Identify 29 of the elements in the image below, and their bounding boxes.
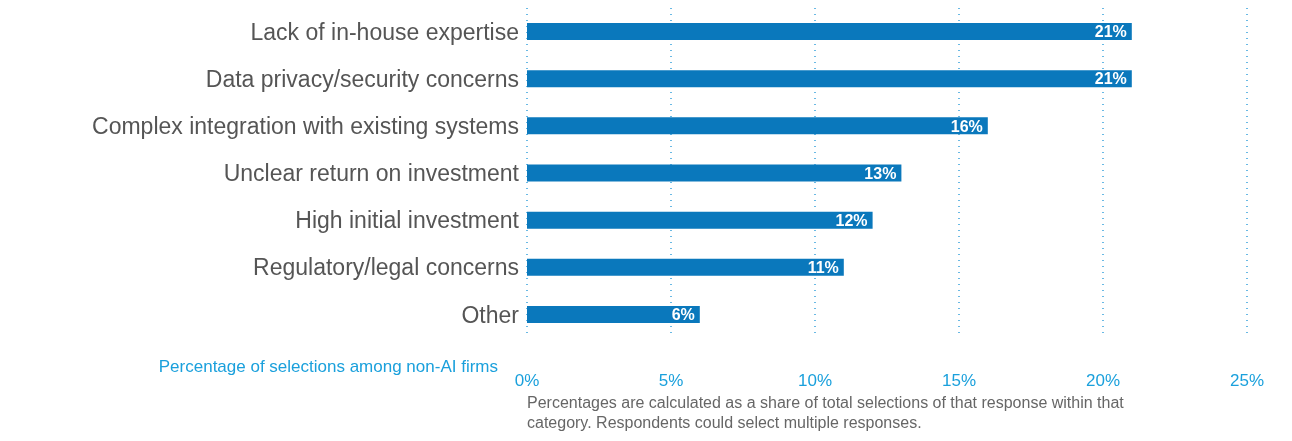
x-tick-label: 20% xyxy=(1085,371,1121,391)
bar xyxy=(527,23,1132,41)
x-tick-label: 15% xyxy=(941,371,977,391)
y-tick-label: Other xyxy=(461,301,520,328)
y-tick-label: Regulatory/legal concerns xyxy=(253,254,519,281)
bar xyxy=(527,70,1132,88)
text: Percentages are calculated as a share of total selections of that response within that category. Respondents could select multiple responses. xyxy=(527,393,1125,433)
x-tick-label: 25% xyxy=(1229,371,1265,391)
y-tick-label: Unclear return on investment xyxy=(223,160,520,187)
data-label: 21% xyxy=(1094,70,1127,88)
data-label: 6% xyxy=(671,306,695,324)
data-label: 12% xyxy=(835,211,868,229)
data-label: 21% xyxy=(1094,23,1127,41)
data-label: 13% xyxy=(864,164,897,182)
y-tick-label: High initial investment xyxy=(295,207,520,234)
bar xyxy=(527,211,873,229)
y-tick-label: Complex integration with existing systems xyxy=(92,113,519,140)
y-tick-label: Data privacy/security concerns xyxy=(205,65,519,92)
x-axis-title: Percentage of selections among non-AI firms xyxy=(158,357,498,376)
y-tick-label: Lack of in-house expertise xyxy=(250,18,519,45)
x-tick-label: 0% xyxy=(514,371,540,391)
data-label: 11% xyxy=(807,258,839,276)
x-tick-label: 10% xyxy=(797,371,833,391)
x-tick-label: 5% xyxy=(658,371,684,391)
bar xyxy=(527,164,902,182)
bar xyxy=(527,117,988,135)
bar xyxy=(527,305,700,323)
data-label: 16% xyxy=(950,117,983,135)
bar xyxy=(527,258,844,276)
